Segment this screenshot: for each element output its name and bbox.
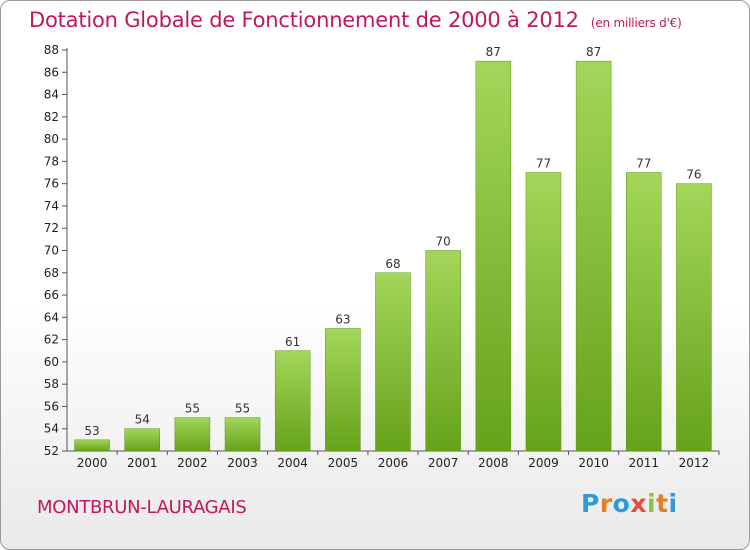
value-label-2004: 61 [285, 335, 300, 349]
logo-letter: r [599, 489, 613, 518]
value-label-2002: 55 [185, 402, 200, 416]
x-tick-label-2005: 2005 [328, 456, 359, 470]
logo-letter: t [656, 489, 669, 518]
chart-title-text: Dotation Globale de Fonctionnement de 20… [29, 8, 579, 32]
value-label-2010: 87 [586, 45, 601, 59]
value-label-2007: 70 [436, 235, 451, 249]
y-tick-label: 86 [44, 65, 59, 79]
value-label-2006: 68 [385, 257, 400, 271]
x-tick-label-2008: 2008 [478, 456, 509, 470]
x-tick-label-2009: 2009 [528, 456, 559, 470]
x-tick-label-2004: 2004 [277, 456, 308, 470]
x-tick-label-2012: 2012 [679, 456, 710, 470]
y-tick-label: 52 [44, 444, 59, 458]
y-tick-label: 82 [44, 110, 59, 124]
y-tick-label: 60 [44, 355, 59, 369]
x-tick-label-2011: 2011 [628, 456, 659, 470]
y-tick-label: 72 [44, 221, 59, 235]
y-tick-label: 70 [44, 244, 59, 258]
logo-letter: i [668, 489, 678, 518]
bar-2000[interactable] [74, 439, 110, 452]
value-label-2005: 63 [335, 312, 350, 326]
logo-letter: i [647, 489, 657, 518]
x-tick-label-2001: 2001 [127, 456, 158, 470]
value-label-2009: 77 [536, 157, 551, 171]
value-label-2011: 77 [636, 157, 651, 171]
y-tick-label: 78 [44, 154, 59, 168]
chart-axes: 52 54 56 58 60 62 64 66 68 70 72 74 76 78 80 82 84 86 88 20… [44, 43, 720, 470]
bar-2003[interactable] [224, 417, 261, 452]
y-tick-label: 68 [44, 266, 59, 280]
x-tick-label-2002: 2002 [177, 456, 208, 470]
y-tick-label: 58 [44, 377, 59, 391]
value-label-2000: 53 [84, 424, 99, 438]
value-label-2003: 55 [235, 402, 250, 416]
y-tick-label: 66 [44, 288, 59, 302]
y-tick-label: 64 [44, 310, 59, 324]
y-tick-label: 84 [44, 88, 59, 102]
bar-2001[interactable] [124, 428, 160, 452]
y-tick-label: 88 [44, 43, 59, 57]
bar-2004[interactable] [274, 350, 311, 452]
bar-2012[interactable] [676, 183, 712, 452]
x-tick-label-2003: 2003 [227, 456, 258, 470]
bar-2008[interactable] [475, 60, 512, 452]
y-tick-label: 76 [44, 177, 59, 191]
x-tick-label-2010: 2010 [578, 456, 609, 470]
bar-2009[interactable] [525, 172, 562, 452]
bar-2002[interactable] [174, 417, 211, 452]
x-tick-label-2007: 2007 [428, 456, 459, 470]
bar-2006[interactable] [375, 272, 411, 452]
y-tick-label: 74 [44, 199, 59, 213]
bar-2007[interactable] [425, 250, 461, 452]
value-label-2008: 87 [486, 45, 501, 59]
logo-letter: P [581, 489, 600, 518]
proxiti-logo[interactable]: Proxiti [581, 489, 678, 518]
x-tick-label-2006: 2006 [378, 456, 409, 470]
value-label-2012: 76 [686, 168, 701, 182]
commune-name: MONTBRUN-LAURAGAIS [37, 497, 247, 518]
bar-2010[interactable] [575, 60, 612, 452]
logo-letter: o [612, 489, 631, 518]
y-tick-label: 62 [44, 333, 59, 347]
chart-title: Dotation Globale de Fonctionnement de 20… [29, 8, 682, 32]
y-tick-label: 54 [44, 422, 59, 436]
bar-2005[interactable] [325, 328, 361, 452]
y-tick-label: 56 [44, 399, 59, 413]
logo-letter: x [630, 489, 647, 518]
y-tick-label: 80 [44, 132, 59, 146]
x-tick-label-2000: 2000 [77, 456, 108, 470]
bar-2011[interactable] [626, 172, 662, 452]
chart-bars: 53 54 55 55 61 63 68 70 87 77 87 77 76 [74, 45, 712, 452]
value-label-2001: 54 [135, 413, 150, 427]
chart-unit: (en milliers d'€) [590, 16, 682, 30]
